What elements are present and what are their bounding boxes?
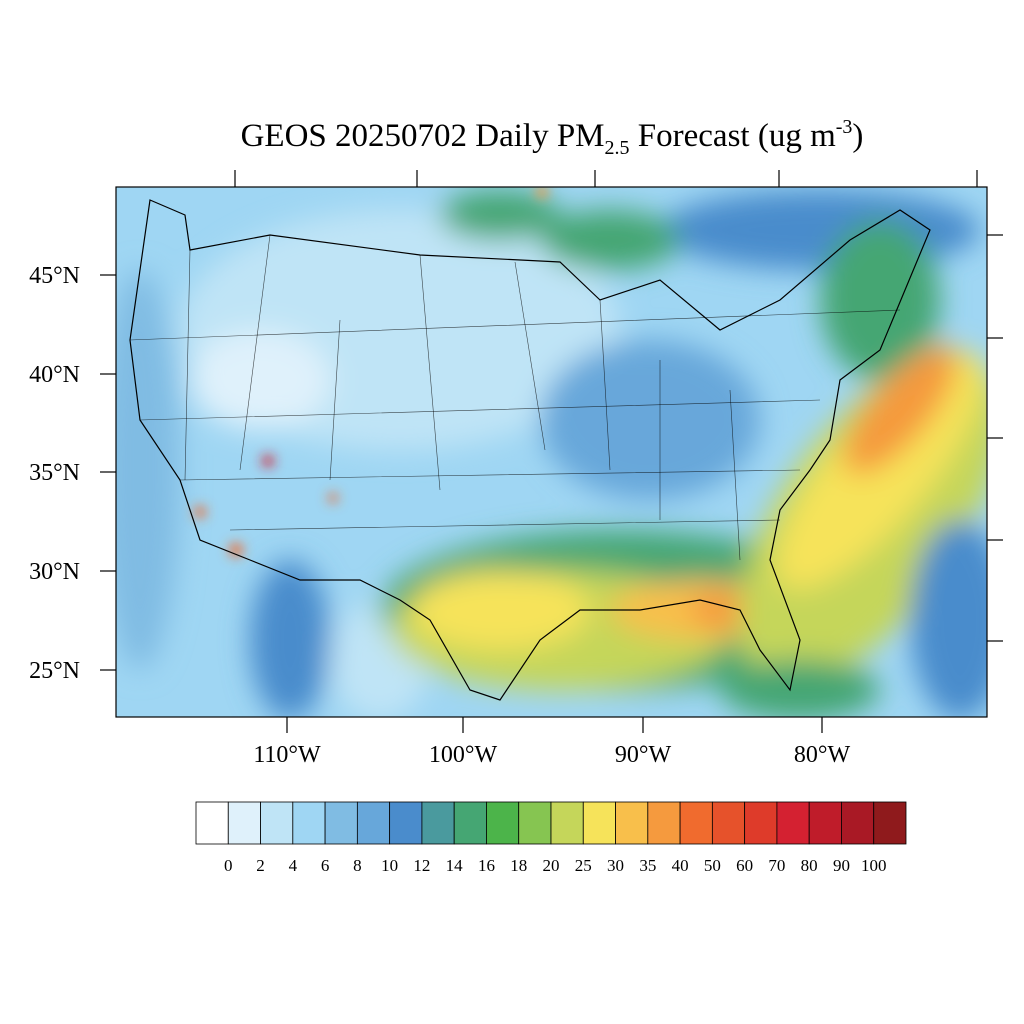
lon-label: 90°W (615, 742, 672, 768)
lat-label: 45°N (29, 263, 80, 289)
colorbar-box (324, 801, 358, 845)
colorbar-label: 20 (543, 856, 560, 875)
colorbar-box (873, 801, 907, 845)
colorbar-box (292, 801, 326, 845)
lon-label: 80°W (794, 742, 851, 768)
colorbar-box (421, 801, 455, 845)
colorbar-box (227, 801, 261, 845)
colorbar-label: 8 (353, 856, 362, 875)
colorbar-box (679, 801, 713, 845)
colorbar-box (550, 801, 584, 845)
map-ticks (100, 170, 1003, 733)
colorbar-box (744, 801, 778, 845)
colorbar-box (808, 801, 842, 845)
colorbar-label: 2 (256, 856, 265, 875)
colorbar-label: 30 (607, 856, 624, 875)
colorbar-box (486, 801, 520, 845)
title: GEOS 20250702 Daily PM2.5 Forecast (ug m… (241, 116, 864, 159)
lon-label: 100°W (429, 742, 498, 768)
colorbar-label: 12 (413, 856, 430, 875)
colorbar-box (647, 801, 681, 845)
lon-label: 110°W (253, 742, 321, 768)
colorbar-box (260, 801, 294, 845)
colorbar-box (776, 801, 810, 845)
colorbar-box (195, 801, 229, 845)
lat-label: 30°N (29, 559, 80, 585)
colorbar-label: 25 (575, 856, 592, 875)
colorbar-label: 14 (446, 856, 464, 875)
colorbar-label: 6 (321, 856, 330, 875)
colorbar-label: 90 (833, 856, 850, 875)
colorbar-box (356, 801, 391, 845)
colorbar-label: 50 (704, 856, 721, 875)
colorbar-box (582, 801, 616, 845)
map-field (116, 187, 987, 717)
lat-label: 25°N (29, 658, 80, 684)
colorbar-box (615, 801, 649, 845)
colorbar-label: 4 (289, 856, 298, 875)
lat-label: 35°N (29, 460, 80, 486)
colorbar-label: 70 (768, 856, 785, 875)
colorbar-label: 35 (639, 856, 656, 875)
map-frame (115, 186, 988, 718)
lat-label: 40°N (29, 362, 80, 388)
colorbar-box (453, 801, 487, 845)
colorbar-label: 100 (861, 856, 887, 875)
colorbar-box (711, 801, 746, 845)
colorbar-label: 16 (478, 856, 495, 875)
colorbar-label: 18 (510, 856, 527, 875)
colorbar-label: 0 (224, 856, 233, 875)
colorbar-label: 10 (381, 856, 398, 875)
colorbar-box (518, 801, 552, 845)
colorbar-box (841, 801, 875, 845)
colorbar-label: 60 (736, 856, 753, 875)
colorbar-label: 80 (801, 856, 818, 875)
colorbar-box (389, 801, 423, 845)
colorbar-label: 40 (672, 856, 689, 875)
